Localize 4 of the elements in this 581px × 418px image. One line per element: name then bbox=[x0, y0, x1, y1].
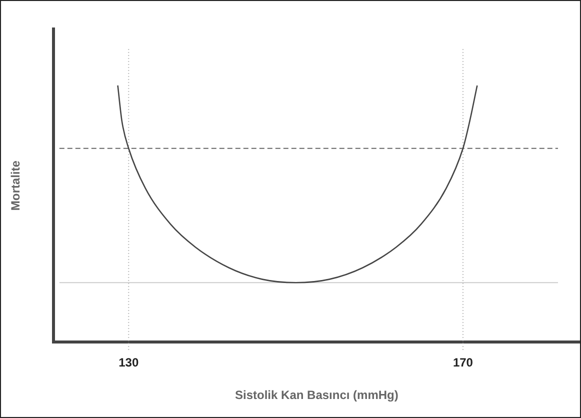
x-axis-title: Sistolik Kan Basıncı (mmHg) bbox=[235, 388, 398, 402]
x-tick-label: 170 bbox=[452, 356, 474, 370]
x-tick-label: 130 bbox=[118, 356, 139, 370]
y-axis-title: Mortalite bbox=[8, 160, 23, 211]
